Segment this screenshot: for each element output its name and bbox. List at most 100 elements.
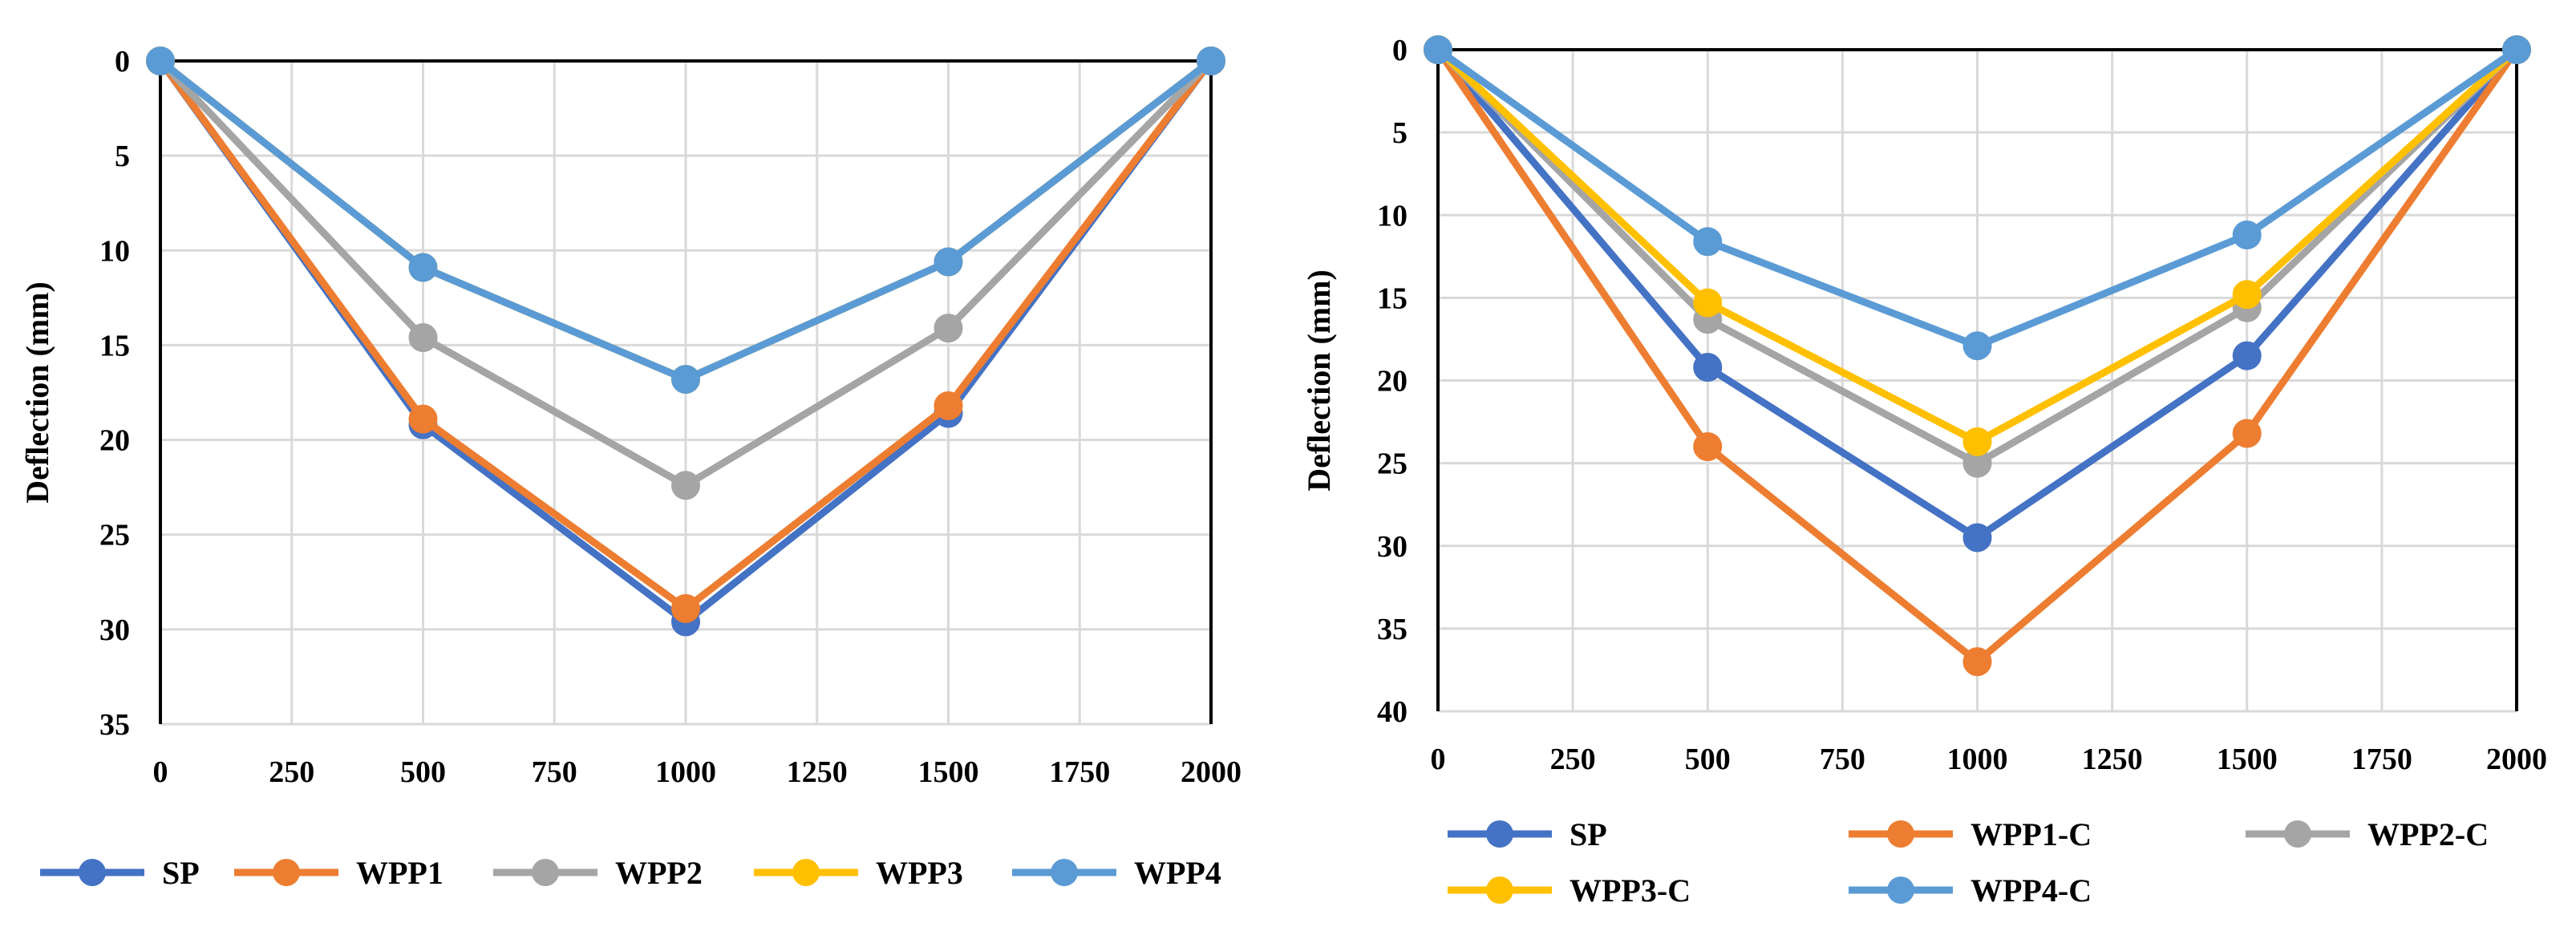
data-point	[1962, 647, 1992, 677]
data-point	[671, 593, 700, 623]
data-point	[1693, 288, 1723, 318]
legend-marker	[273, 859, 300, 886]
x-tick-label: 500	[1685, 743, 1731, 776]
y-tick-label: 30	[99, 613, 130, 647]
x-tick-label: 2000	[1181, 755, 1241, 789]
y-tick-label: 5	[1392, 116, 1407, 150]
y-tick-label: 30	[1377, 530, 1407, 564]
data-point	[1962, 331, 1992, 361]
legend-item: WPP2-C	[2246, 816, 2489, 852]
legend-item: WPP1	[234, 855, 444, 891]
legend-item: WPP4	[1012, 855, 1221, 891]
x-tick-label: 1750	[1049, 755, 1110, 789]
x-tick-label: 2000	[2486, 743, 2547, 776]
data-point	[408, 253, 438, 282]
y-tick-label: 25	[99, 519, 130, 553]
y-tick-label: 5	[115, 140, 130, 173]
legend-marker	[1887, 820, 1914, 848]
y-tick-label: 35	[99, 708, 130, 742]
legend-marker	[1887, 876, 1914, 904]
legend-label: WPP2	[615, 855, 703, 891]
legend: SP WPP1 WPP2 WPP3 WPP4	[40, 855, 1221, 891]
data-point	[146, 47, 175, 75]
x-tick-label: 1500	[918, 755, 979, 789]
data-point	[2502, 35, 2531, 64]
data-point	[1693, 353, 1723, 382]
x-tick-label: 1750	[2351, 743, 2412, 776]
data-point	[934, 391, 963, 421]
y-tick-label: 20	[1377, 365, 1407, 399]
legend-item: WPP4-C	[1849, 872, 2092, 909]
y-axis-label: Deflection (mm)	[19, 281, 55, 504]
data-point	[934, 314, 963, 343]
legend-marker	[1486, 820, 1513, 848]
y-tick-label: 15	[1377, 281, 1407, 315]
y-tick-label: 25	[1377, 447, 1407, 481]
y-tick-label: 20	[99, 424, 130, 458]
data-point	[1693, 432, 1723, 461]
y-tick-label: 0	[1392, 34, 1407, 67]
x-tick-label: 500	[400, 755, 446, 789]
legend-marker	[1051, 859, 1078, 886]
data-point	[1197, 47, 1225, 75]
legend: SP WPP1-C WPP2-C WPP3-C WPP4-C	[1448, 816, 2489, 909]
legend-label: SP	[1569, 816, 1607, 852]
data-point	[671, 471, 700, 500]
chart-2: 0 250 500 750 1000 1250 1500 1750 2000 0 5 10 15 20 25…	[1301, 34, 2547, 909]
legend-label: WPP1-C	[1970, 816, 2092, 852]
y-tick-label: 10	[1377, 199, 1407, 233]
y-axis-label: Deflection (mm)	[1301, 269, 1337, 492]
data-point	[2232, 280, 2262, 310]
series-wpp2	[146, 47, 1225, 500]
x-tick-label: 750	[1820, 743, 1865, 776]
y-tick-label: 40	[1377, 695, 1407, 729]
legend-item: WPP2	[493, 855, 703, 891]
legend-label: SP	[162, 855, 200, 891]
legend-marker	[792, 859, 820, 886]
legend-label: WPP1	[356, 855, 444, 891]
data-point	[2232, 341, 2262, 370]
y-tick-label: 10	[99, 234, 130, 268]
x-tick-label: 0	[153, 755, 168, 789]
x-tick-label: 250	[1550, 743, 1596, 776]
legend-item: SP	[1448, 816, 1607, 852]
legend-label: WPP3-C	[1569, 872, 1691, 909]
legend-label: WPP4-C	[1970, 872, 2092, 909]
y-tick-label: 35	[1377, 613, 1407, 646]
data-point	[1962, 427, 1992, 456]
x-tick-label: 1000	[1947, 743, 2008, 776]
x-tick-label: 1000	[655, 755, 716, 789]
data-point	[1693, 227, 1723, 257]
x-tick-label: 1500	[2217, 743, 2278, 776]
data-point	[1962, 523, 1992, 553]
data-point	[671, 364, 700, 394]
legend-label: WPP4	[1134, 855, 1221, 891]
x-tick-label: 0	[1431, 743, 1446, 776]
legend-marker	[79, 859, 106, 886]
x-tick-label: 250	[269, 755, 314, 789]
x-tick-label: 1250	[787, 755, 848, 789]
data-point	[1424, 35, 1452, 64]
series-wpp4-c	[1424, 35, 2531, 361]
data-point	[408, 404, 438, 434]
y-tick-label: 0	[115, 45, 130, 79]
data-point	[2232, 419, 2262, 448]
y-tick-label: 15	[99, 329, 130, 362]
data-point	[408, 322, 438, 352]
legend-marker	[532, 859, 559, 886]
data-point	[2232, 221, 2262, 249]
data-point	[934, 247, 963, 277]
legend-marker	[1486, 876, 1513, 904]
legend-marker	[2284, 820, 2311, 848]
chart-1: 0 250 500 750 1000 1250 1500 1750 2000 0 5 10 15 20 25…	[19, 45, 1241, 891]
series-wpp4	[146, 47, 1225, 394]
legend-item: WPP3-C	[1448, 872, 1691, 909]
x-tick-label: 750	[532, 755, 577, 789]
legend-item: WPP3	[754, 855, 963, 891]
gridlines	[1436, 48, 2518, 713]
legend-item: WPP1-C	[1849, 816, 2092, 852]
legend-item: SP	[40, 855, 200, 891]
legend-label: WPP2-C	[2367, 816, 2489, 852]
legend-label: WPP3	[876, 855, 963, 891]
